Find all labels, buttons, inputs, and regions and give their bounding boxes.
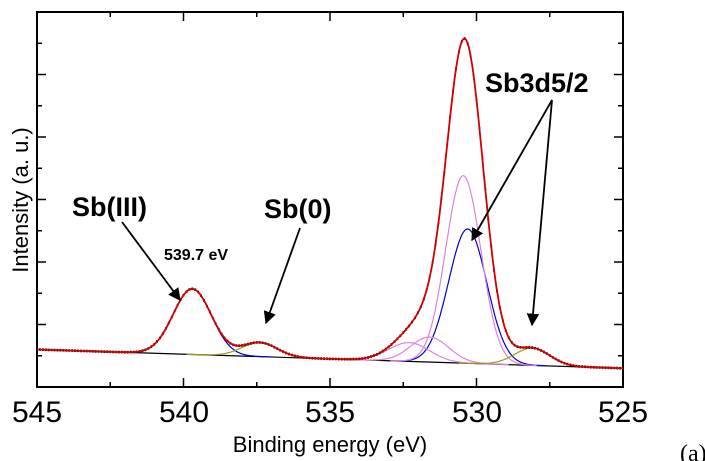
- x-tick-label: 540: [159, 396, 209, 429]
- arrow-sb3: [121, 221, 181, 302]
- x-axis-title: Binding energy (eV): [233, 432, 427, 457]
- arrow-sb3d-right: [526, 99, 553, 327]
- x-tick-label: 545: [12, 396, 62, 429]
- annotation-sb3d52: Sb3d5/2: [485, 68, 589, 98]
- fit-component-line: [113, 288, 272, 358]
- envelope-line: [37, 37, 623, 370]
- arrow-sb0: [263, 227, 301, 325]
- fit-component-line: [390, 174, 537, 367]
- x-tick-label: 530: [452, 396, 502, 429]
- fit-component-line: [388, 228, 547, 367]
- y-axis-title: Intensity (a. u.): [8, 127, 33, 273]
- x-tick-label: 525: [598, 396, 648, 429]
- x-tick-label: 535: [305, 396, 355, 429]
- annotation-peak-energy: 539.7 eV: [164, 247, 228, 264]
- plot-lines: [36, 37, 624, 370]
- annotation-sb3: Sb(III): [72, 192, 147, 222]
- arrow-sb3d-left: [471, 99, 553, 242]
- axis-ticks: [36, 12, 624, 387]
- panel-label: (a): [680, 441, 705, 461]
- annotation-sb0: Sb(0): [264, 194, 332, 224]
